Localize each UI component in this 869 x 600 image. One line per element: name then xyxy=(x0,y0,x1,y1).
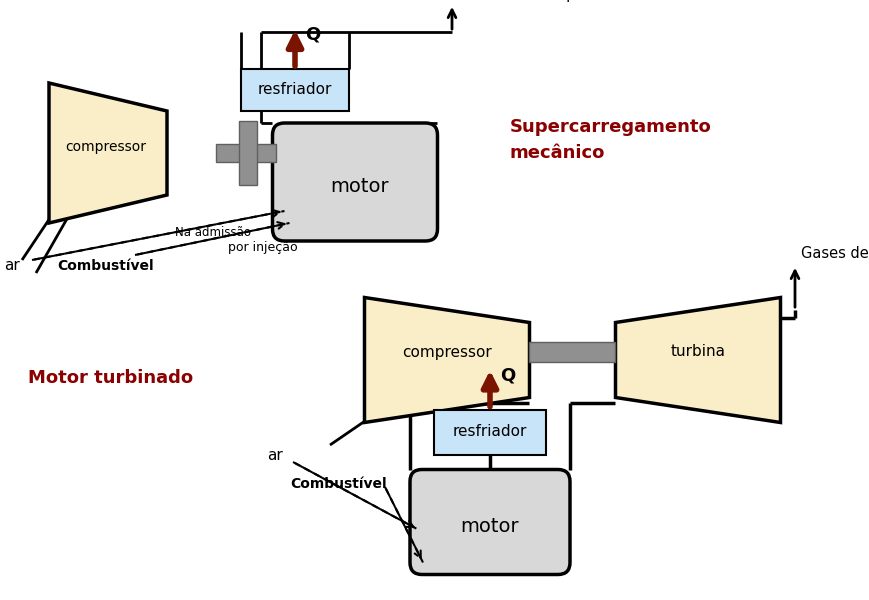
Bar xyxy=(216,144,275,162)
Text: por injeção: por injeção xyxy=(228,241,297,254)
Text: motor: motor xyxy=(461,517,519,535)
FancyBboxPatch shape xyxy=(409,469,569,575)
Bar xyxy=(241,69,348,111)
Text: turbina: turbina xyxy=(670,344,725,359)
Bar xyxy=(239,121,256,185)
Text: Na admissão: Na admissão xyxy=(175,226,251,238)
Text: Motor turbinado: Motor turbinado xyxy=(28,369,193,387)
Polygon shape xyxy=(614,298,779,422)
Text: Q: Q xyxy=(500,367,514,385)
Text: resfriador: resfriador xyxy=(257,82,332,97)
Text: compressor: compressor xyxy=(401,344,491,359)
Text: Supercarregamento
mecânico: Supercarregamento mecânico xyxy=(509,118,711,162)
FancyBboxPatch shape xyxy=(272,123,437,241)
Text: resfriador: resfriador xyxy=(452,425,527,439)
Text: Q: Q xyxy=(305,26,320,44)
Polygon shape xyxy=(49,83,167,223)
Text: Combustível: Combustível xyxy=(57,259,154,273)
Bar xyxy=(434,409,546,455)
Polygon shape xyxy=(364,298,529,422)
Text: Combustível: Combustível xyxy=(289,477,386,491)
Bar xyxy=(529,342,614,362)
Text: Gases de escape: Gases de escape xyxy=(800,246,869,261)
Text: compressor: compressor xyxy=(65,140,146,154)
Text: Gases de escape: Gases de escape xyxy=(460,0,584,2)
Text: motor: motor xyxy=(330,178,388,196)
Text: ar: ar xyxy=(267,449,282,463)
Text: ar: ar xyxy=(4,257,20,272)
